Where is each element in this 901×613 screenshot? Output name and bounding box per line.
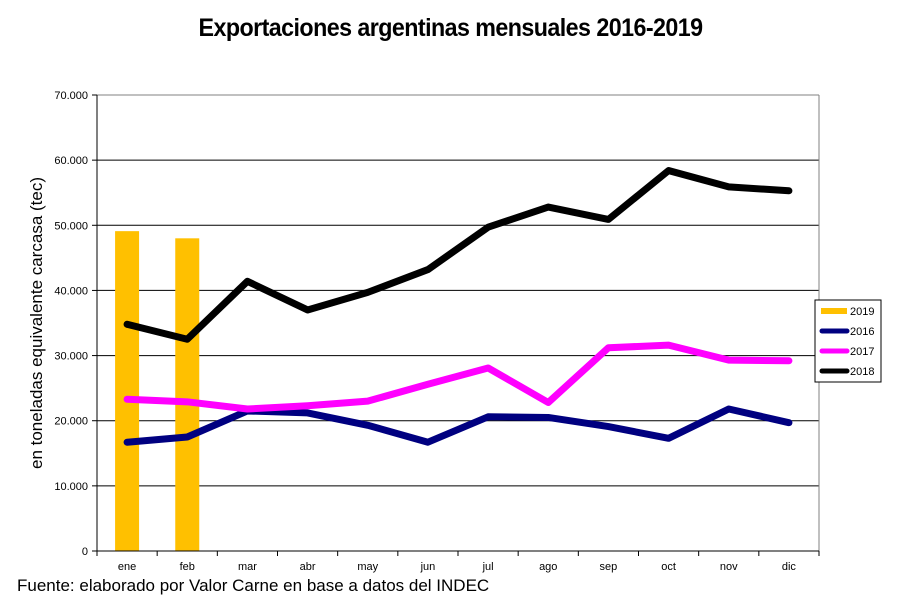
x-tick-label: sep [600, 561, 618, 573]
y-tick-label: 10.000 [54, 481, 88, 493]
x-tick-label: jun [420, 561, 436, 573]
x-tick-label: may [357, 561, 378, 573]
y-tick-label: 50.000 [54, 220, 88, 232]
y-tick-label: 30.000 [54, 351, 88, 363]
bar-2019-ene [115, 231, 140, 552]
line-2016 [123, 405, 793, 446]
legend-label-2017: 2017 [850, 346, 874, 358]
x-tick-label: dic [782, 561, 797, 573]
x-tick-label: mar [238, 561, 257, 573]
legend-label-2019: 2019 [850, 306, 874, 318]
source-note: Fuente: elaborado por Valor Carne en bas… [17, 576, 490, 595]
line-2018 [123, 167, 793, 343]
legend: 2019 2016 2017 2018 [814, 299, 882, 383]
legend-label-2018: 2018 [850, 366, 874, 378]
y-tick-label: 40.000 [54, 285, 88, 297]
y-tick-labels: 0 10.000 20.000 30.000 40.000 50.000 60.000 70.… [54, 90, 88, 558]
y-tick-label: 20.000 [54, 416, 88, 428]
x-tick-label: nov [720, 561, 738, 573]
x-tick-label: ago [539, 561, 557, 573]
chart-title: Exportaciones argentinas mensuales 2016-… [198, 14, 703, 42]
legend-label-2016: 2016 [850, 326, 874, 338]
x-tick-label: jul [482, 561, 494, 573]
x-tick-labels: ene feb mar abr may jun jul ago sep oct nov dic [118, 561, 797, 573]
y-tick-label: 70.000 [54, 90, 88, 102]
legend-swatch-2019 [821, 308, 847, 314]
axes [92, 94, 820, 556]
y-tick-label: 60.000 [54, 155, 88, 167]
y-tick-label: 0 [82, 546, 88, 558]
x-tick-label: feb [180, 561, 195, 573]
x-tick-label: abr [300, 561, 316, 573]
series-lines [123, 167, 793, 446]
x-tick-label: oct [661, 561, 676, 573]
legend-box [814, 299, 882, 383]
line-2017 [123, 341, 793, 413]
bars-2019 [115, 231, 200, 552]
x-tick-label: ene [118, 561, 136, 573]
bar-2019-feb [175, 238, 200, 552]
y-axis-label: en toneladas equivalente carcasa (tec) [27, 177, 46, 469]
